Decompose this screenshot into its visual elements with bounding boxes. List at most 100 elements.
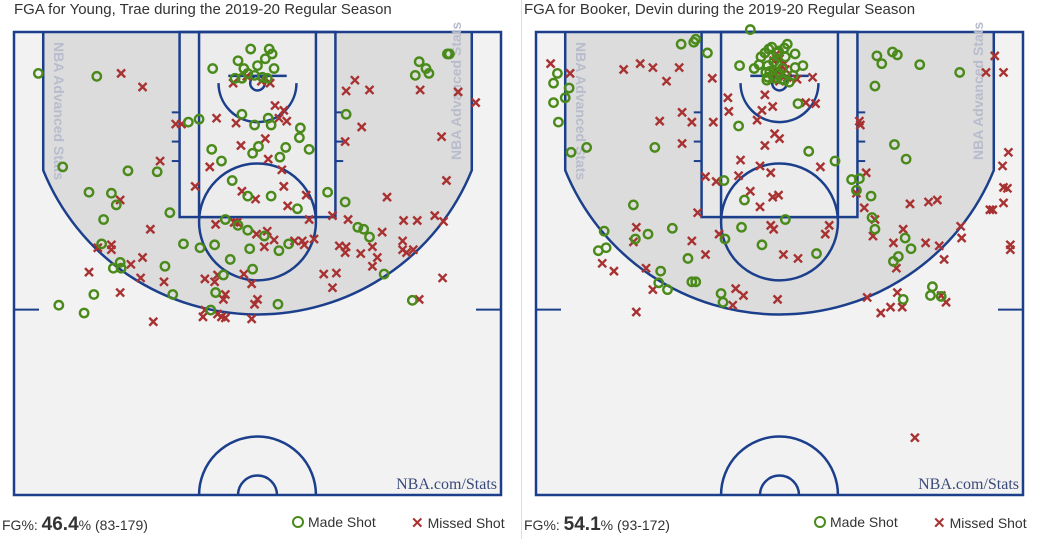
missed-shot-stroke bbox=[910, 432, 920, 443]
missed-shot-mark bbox=[155, 156, 165, 166]
made-shot-mark bbox=[256, 71, 268, 83]
missed-shot-mark bbox=[724, 106, 734, 117]
missed-shot-mark bbox=[733, 170, 744, 181]
missed-shot-mark bbox=[246, 278, 257, 289]
missed-shot-mark bbox=[998, 198, 1009, 208]
made-shot-mark bbox=[889, 139, 900, 150]
made-shot-mark bbox=[409, 69, 421, 81]
missed-shot-mark bbox=[820, 229, 831, 239]
missed-shot-mark bbox=[438, 216, 449, 227]
missed-shot-mark bbox=[855, 120, 866, 130]
made-shot-mark bbox=[209, 239, 221, 251]
made-shot-mark bbox=[779, 214, 791, 225]
made-shot-mark bbox=[268, 63, 280, 74]
made-shot-mark bbox=[628, 199, 639, 211]
missed-shot-mark bbox=[815, 162, 826, 172]
missed-shot-mark bbox=[364, 85, 375, 95]
missed-shot-stroke bbox=[250, 194, 261, 204]
missed-shot-stroke bbox=[220, 289, 231, 300]
missed-shot-mark bbox=[260, 133, 271, 144]
missed-shot-mark bbox=[635, 58, 646, 69]
missed-shot-stroke bbox=[998, 198, 1009, 208]
missed-shot-mark bbox=[263, 154, 274, 164]
missed-shot-mark bbox=[997, 161, 1008, 171]
missed-shot-mark bbox=[281, 116, 292, 126]
missed-shot-mark bbox=[367, 241, 378, 252]
made-shot-mark bbox=[548, 77, 559, 89]
missed-shot-stroke bbox=[920, 238, 931, 248]
missed-shot-stroke bbox=[700, 249, 711, 260]
missed-shot-mark bbox=[939, 254, 949, 265]
missed-shot-stroke bbox=[820, 229, 831, 239]
missed-shot-mark bbox=[885, 302, 896, 313]
made-shot-mark bbox=[303, 143, 315, 155]
missed-shot-stroke bbox=[236, 140, 246, 151]
missed-shot-mark bbox=[765, 167, 776, 178]
made-shot-mark bbox=[914, 59, 926, 71]
missed-shot-stroke bbox=[892, 287, 903, 298]
made-shot-mark bbox=[682, 253, 694, 264]
made-shot-mark bbox=[406, 294, 418, 306]
missed-shot-stroke bbox=[905, 199, 915, 209]
missed-shot-mark bbox=[265, 78, 276, 88]
missed-shot-stroke bbox=[932, 195, 943, 205]
missed-shot-stroke bbox=[708, 117, 719, 127]
missed-shot-mark bbox=[115, 195, 126, 205]
watermark-side-right: NBA Advanced Stats bbox=[970, 22, 986, 160]
made-shot-mark bbox=[249, 119, 260, 131]
missed-shot-stroke bbox=[807, 72, 818, 83]
missed-shot-stroke bbox=[778, 249, 789, 260]
missed-shot-mark bbox=[397, 236, 408, 246]
missed-shot-mark bbox=[331, 268, 342, 278]
made-shot-mark bbox=[83, 186, 95, 198]
missed-shot-stroke bbox=[251, 229, 262, 239]
missed-shot-mark bbox=[252, 294, 263, 305]
missed-shot-stroke bbox=[998, 182, 1009, 193]
missed-shot-mark bbox=[246, 313, 257, 324]
missed-shot-mark bbox=[700, 249, 711, 260]
missed-shot-stroke bbox=[891, 263, 902, 274]
missed-shot-mark bbox=[707, 73, 718, 84]
missed-shot-mark bbox=[412, 215, 423, 226]
missed-shot-stroke bbox=[84, 267, 94, 277]
missed-shot-mark bbox=[545, 58, 556, 69]
made-shot-mark bbox=[871, 50, 883, 62]
missed-shot-stroke bbox=[987, 204, 998, 215]
made-shot-mark bbox=[253, 141, 264, 152]
restricted-area bbox=[739, 83, 820, 124]
made-shot-mark bbox=[263, 43, 275, 55]
made-shot-mark bbox=[364, 231, 375, 243]
missed-shot-mark bbox=[648, 62, 658, 73]
missed-shot-mark bbox=[597, 258, 608, 269]
missed-shot-stroke bbox=[654, 116, 665, 126]
missed-shot-stroke bbox=[997, 161, 1008, 171]
fg-summary: FG%: 54.1% (93-172) bbox=[524, 514, 670, 536]
made-shot-mark bbox=[244, 243, 256, 255]
made-shot-mark bbox=[655, 265, 667, 277]
missed-shot-stroke bbox=[934, 240, 945, 251]
missed-shot-stroke bbox=[755, 201, 765, 212]
missed-shot-mark bbox=[875, 308, 886, 318]
missed-shot-mark bbox=[641, 263, 651, 274]
missed-shot-mark bbox=[92, 242, 103, 253]
fg-label: FG%: bbox=[2, 517, 38, 533]
missed-shot-mark bbox=[755, 161, 765, 171]
made-shot-mark bbox=[935, 291, 947, 302]
missed-shot-stroke bbox=[765, 167, 776, 178]
missed-shot-stroke bbox=[772, 294, 783, 305]
missed-shot-mark bbox=[148, 316, 159, 327]
made-shot-mark bbox=[358, 223, 370, 235]
missed-shot-mark bbox=[269, 235, 279, 245]
made-shot-mark bbox=[115, 262, 127, 274]
missed-shot-stroke bbox=[269, 235, 279, 245]
missed-shot-stroke bbox=[875, 308, 886, 318]
made-shot-mark bbox=[423, 67, 435, 79]
missed-shot-mark bbox=[934, 240, 945, 251]
made-shot-mark bbox=[110, 199, 122, 211]
missed-shot-stroke bbox=[793, 253, 803, 264]
missed-shot-mark bbox=[859, 202, 870, 213]
missed-shot-stroke bbox=[767, 192, 778, 202]
missed-shot-mark bbox=[126, 259, 136, 270]
missed-shot-mark bbox=[1002, 183, 1013, 194]
missed-shot-stroke bbox=[631, 222, 642, 233]
